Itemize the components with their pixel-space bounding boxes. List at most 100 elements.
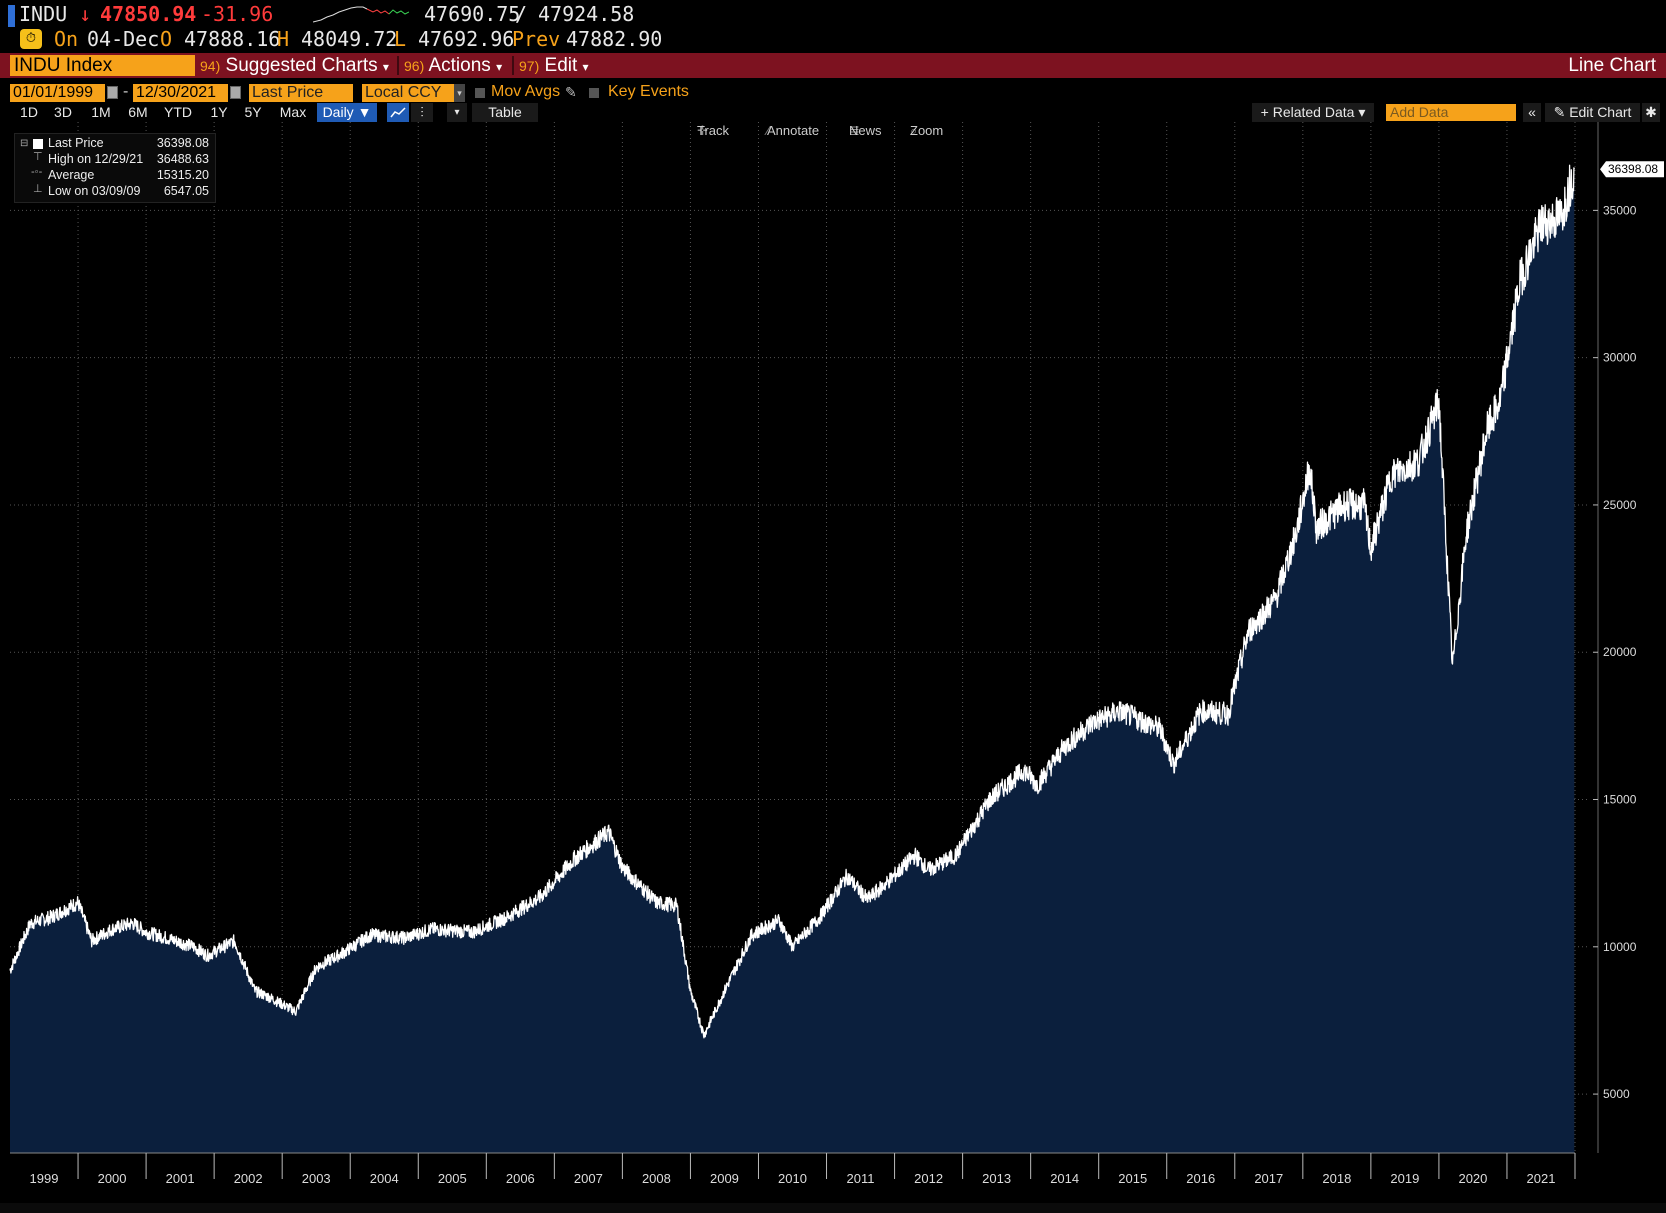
chart-legend: ⊟ Last Price 36398.08 ⊤ High on 12/29/21… bbox=[14, 133, 216, 203]
x-tick-label: 2009 bbox=[710, 1171, 739, 1186]
gear-icon[interactable]: ✱ bbox=[1642, 103, 1660, 122]
ticker-row: INDU ↓ 47850.94 -31.96 47690.75 / 47924.… bbox=[0, 2, 1666, 32]
calendar-icon[interactable] bbox=[230, 86, 241, 99]
suggested-charts-number: 94) bbox=[200, 58, 221, 74]
price-line bbox=[9, 164, 1575, 1039]
period-1y[interactable]: 1Y bbox=[210, 104, 228, 120]
mov-avgs-checkbox[interactable] bbox=[475, 88, 485, 98]
x-tick-label: 2005 bbox=[438, 1171, 467, 1186]
period-5y[interactable]: 5Y bbox=[244, 104, 262, 120]
frequency-select[interactable]: Daily ▼ bbox=[317, 103, 377, 122]
x-tick-label: 2013 bbox=[982, 1171, 1011, 1186]
chevron-down-icon[interactable]: ▾ bbox=[447, 103, 467, 122]
sparkline-icon bbox=[313, 6, 409, 23]
x-tick-label: 2016 bbox=[1186, 1171, 1215, 1186]
legend-last-value: 36398.08 bbox=[156, 136, 209, 150]
calendar-icon[interactable] bbox=[107, 86, 118, 99]
double-chevron-left-icon[interactable]: « bbox=[1523, 103, 1541, 122]
period-6m[interactable]: 6M bbox=[128, 104, 148, 120]
actions-number: 96) bbox=[404, 58, 425, 74]
security-input[interactable]: INDU Index bbox=[10, 55, 195, 76]
average-marker-icon: -◦- bbox=[31, 166, 43, 178]
on-label: On bbox=[54, 27, 79, 51]
high-label: H bbox=[277, 27, 290, 51]
chevron-down-icon: ▾ bbox=[496, 60, 503, 74]
edit-chart-button[interactable]: ✎ Edit Chart bbox=[1545, 103, 1640, 122]
low-value: 47692.96 bbox=[418, 27, 515, 51]
related-data-button[interactable]: + Related Data ▾ bbox=[1252, 103, 1374, 122]
open-label: O bbox=[160, 27, 173, 51]
quote-date: 04-Dec bbox=[87, 27, 160, 51]
collapse-icon[interactable]: ⊟ bbox=[20, 138, 29, 149]
low-label: L bbox=[394, 27, 407, 51]
security-color-marker bbox=[8, 5, 15, 27]
x-tick-label: 2002 bbox=[234, 1171, 263, 1186]
x-tick-label: 2020 bbox=[1458, 1171, 1487, 1186]
pencil-icon[interactable]: ✎ bbox=[565, 84, 577, 100]
high-value: 48049.72 bbox=[301, 27, 398, 51]
y-tick-label: 25000 bbox=[1603, 498, 1637, 512]
end-date-input[interactable]: 12/30/2021 bbox=[133, 84, 228, 102]
ohlc-row: ⏱ On 04-Dec O 47888.16 H 48049.72 L 4769… bbox=[0, 27, 1666, 55]
x-tick-label: 2011 bbox=[847, 1171, 875, 1186]
bar-chart-icon[interactable]: ⫶ bbox=[411, 103, 433, 122]
annotate-label: Annotate bbox=[767, 123, 820, 138]
x-tick-label: 2018 bbox=[1322, 1171, 1351, 1186]
edit-number: 97) bbox=[519, 58, 540, 74]
chevron-down-icon: ▾ bbox=[382, 60, 389, 74]
x-tick-label: 1999 bbox=[30, 1171, 59, 1186]
legend-last-label: Last Price bbox=[48, 136, 104, 150]
line-chart-icon[interactable] bbox=[387, 103, 409, 122]
divider bbox=[397, 56, 399, 75]
chevron-down-icon: ▾ bbox=[582, 60, 589, 74]
key-events-checkbox[interactable] bbox=[589, 88, 599, 98]
table-button[interactable]: Table bbox=[472, 103, 538, 122]
x-tick-label: 2014 bbox=[1050, 1171, 1079, 1186]
price-area bbox=[10, 165, 1575, 1154]
chart-type-label[interactable]: Line Chart bbox=[1568, 55, 1656, 76]
x-axis-ticks: 1999 2000 2001 2002 2003 2004 2005 2006 2007 2008… bbox=[30, 1153, 1576, 1186]
x-tick-label: 2000 bbox=[98, 1171, 127, 1186]
bottom-panel-strip bbox=[0, 1203, 1666, 1213]
news-icon: ≣ bbox=[849, 123, 860, 138]
currency-select[interactable]: Local CCY bbox=[362, 84, 454, 102]
y-tick-label: 20000 bbox=[1603, 645, 1637, 659]
period-1d[interactable]: 1D bbox=[20, 104, 38, 120]
open-value: 47888.16 bbox=[184, 27, 281, 51]
x-tick-label: 2019 bbox=[1390, 1171, 1419, 1186]
mov-avgs-label[interactable]: Mov Avgs bbox=[491, 83, 561, 100]
legend-avg-value: 15315.20 bbox=[156, 168, 209, 182]
chevron-down-icon[interactable]: ▾ bbox=[454, 84, 465, 102]
down-arrow-icon: ↓ bbox=[79, 2, 92, 26]
period-1m[interactable]: 1M bbox=[91, 104, 111, 120]
start-date-input[interactable]: 01/01/1999 bbox=[10, 84, 105, 102]
track-label: Track bbox=[697, 123, 730, 138]
suggested-charts-button[interactable]: 94) Suggested Charts ▾ bbox=[200, 53, 389, 78]
divider bbox=[512, 56, 514, 75]
pencil-icon: ⁄ bbox=[767, 123, 770, 138]
x-tick-label: 2015 bbox=[1118, 1171, 1147, 1186]
range-low: 47690.75 bbox=[424, 2, 521, 26]
key-events-label[interactable]: Key Events bbox=[608, 83, 689, 100]
edit-chart-label: Edit Chart bbox=[1569, 104, 1632, 120]
legend-avg-label: Average bbox=[48, 168, 95, 182]
period-max[interactable]: Max bbox=[279, 104, 307, 120]
period-3d[interactable]: 3D bbox=[54, 104, 72, 120]
last-price: 47850.94 bbox=[100, 2, 197, 26]
actions-button[interactable]: 96) Actions ▾ bbox=[404, 53, 502, 78]
edit-label: Edit bbox=[544, 55, 578, 76]
field-select[interactable]: Last Price bbox=[249, 84, 353, 102]
suggested-charts-label: Suggested Charts bbox=[225, 55, 378, 76]
period-ytd[interactable]: YTD bbox=[164, 104, 192, 120]
x-tick-label: 2006 bbox=[506, 1171, 535, 1186]
date-range-dash: - bbox=[123, 83, 129, 100]
low-marker-icon: ⊥ bbox=[33, 183, 43, 195]
x-tick-label: 2012 bbox=[914, 1171, 943, 1186]
actions-label: Actions bbox=[428, 55, 491, 76]
ticker-symbol[interactable]: INDU bbox=[19, 2, 68, 26]
edit-button[interactable]: 97) Edit ▾ bbox=[519, 53, 589, 78]
add-data-input[interactable]: Add Data bbox=[1386, 104, 1516, 121]
x-tick-label: 2010 bbox=[778, 1171, 807, 1186]
clock-icon[interactable]: ⏱ bbox=[20, 29, 42, 49]
